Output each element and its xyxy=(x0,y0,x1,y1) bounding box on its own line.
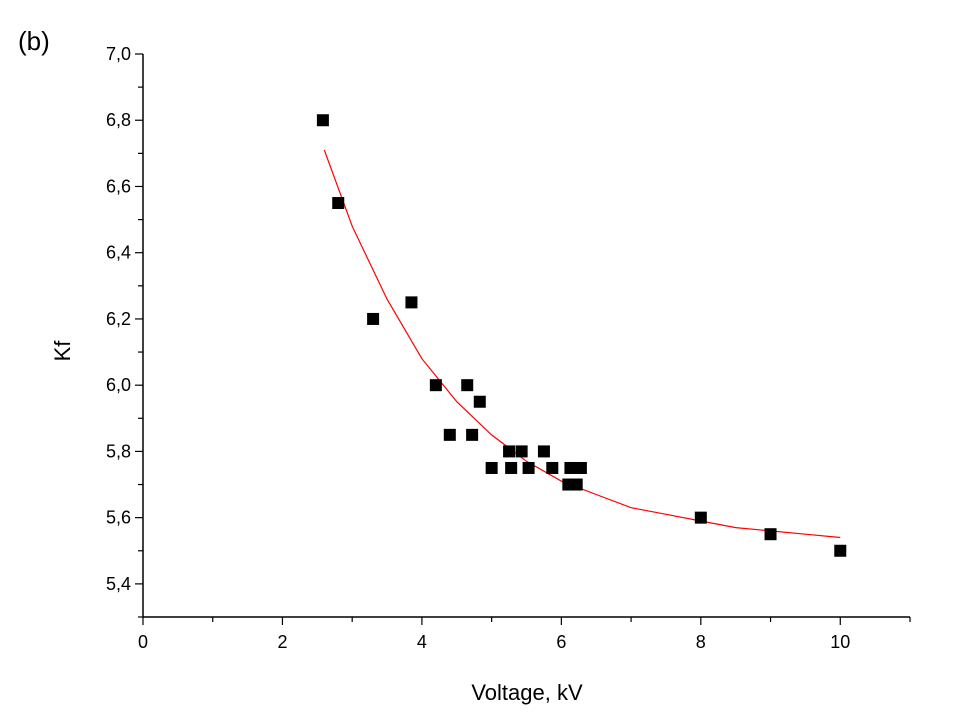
data-point xyxy=(564,461,577,474)
data-point xyxy=(694,511,707,524)
y-axis-title: Kf xyxy=(50,340,75,362)
data-point xyxy=(515,445,528,458)
data-point xyxy=(570,478,583,491)
data-point xyxy=(443,428,456,441)
y-tick-label: 5,4 xyxy=(106,574,131,594)
x-tick-label: 4 xyxy=(417,632,427,652)
panel-label: (b) xyxy=(18,26,50,56)
y-tick-label: 6,2 xyxy=(106,309,131,329)
data-point xyxy=(764,528,777,541)
data-point xyxy=(473,395,486,408)
y-tick-label: 7,0 xyxy=(106,44,131,64)
y-tick-label: 6,6 xyxy=(106,176,131,196)
plot-area xyxy=(316,114,847,557)
data-point xyxy=(332,197,345,210)
y-tick-label: 6,4 xyxy=(106,243,131,263)
y-tick-label: 6,0 xyxy=(106,375,131,395)
x-tick-label: 0 xyxy=(138,632,148,652)
x-tick-label: 2 xyxy=(277,632,287,652)
y-tick-label: 5,8 xyxy=(106,441,131,461)
data-point xyxy=(466,428,479,441)
data-point xyxy=(429,379,442,392)
x-tick-label: 10 xyxy=(830,632,850,652)
data-point xyxy=(546,461,559,474)
data-point xyxy=(834,544,847,557)
data-point xyxy=(316,114,329,127)
data-point xyxy=(505,461,518,474)
data-point xyxy=(503,445,516,458)
x-axis-title: Voltage, kV xyxy=(471,680,583,705)
y-tick-label: 5,6 xyxy=(106,508,131,528)
data-point xyxy=(537,445,550,458)
x-tick-label: 6 xyxy=(556,632,566,652)
data-point xyxy=(485,461,498,474)
x-tick-label: 8 xyxy=(696,632,706,652)
data-point xyxy=(522,461,535,474)
y-tick-label: 6,8 xyxy=(106,110,131,130)
data-point xyxy=(574,461,587,474)
data-point xyxy=(461,379,474,392)
data-point xyxy=(367,312,380,325)
axes: 0 2 4 6 8 10 5,4 5,6 5,8 6,0 6,2 6,4 6,6 6,8 7,0 xyxy=(106,44,911,652)
data-point xyxy=(405,296,418,309)
